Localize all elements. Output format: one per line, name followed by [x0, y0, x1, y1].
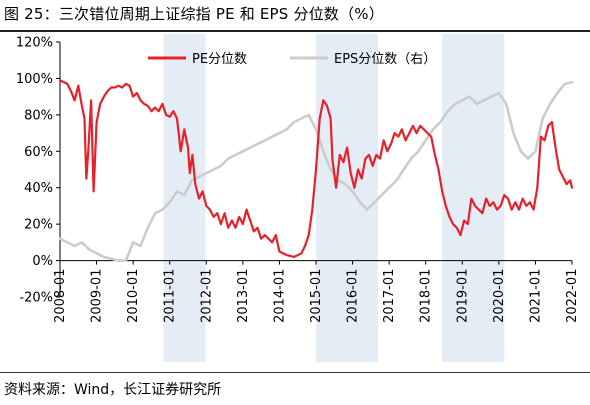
legend: PE分位数 EPS分位数（右）: [148, 52, 436, 67]
y-tick-label: 100%: [16, 72, 53, 87]
source-divider: [0, 372, 590, 373]
shaded-period: [316, 34, 379, 362]
y-tick-label: 20%: [24, 218, 53, 233]
x-tick-label: 2012-01: [199, 269, 214, 323]
x-tick-label: 2009-01: [90, 269, 105, 323]
x-tick-label: 2010-01: [126, 269, 141, 323]
eps-percentile-line: [58, 80, 574, 262]
y-tick-label: -20%: [19, 291, 53, 306]
x-tick-label: 2022-01: [565, 269, 580, 323]
y-tick-label: 120%: [16, 36, 53, 51]
chart-title: 图 25：三次错位周期上证综指 PE 和 EPS 分位数（%）: [4, 5, 384, 23]
x-tick-label: 2017-01: [382, 269, 397, 323]
legend-label: EPS分位数（右）: [334, 52, 436, 67]
source-note: 资料来源：Wind，长江证券研究所: [4, 382, 222, 398]
shaded-periods: [163, 34, 505, 362]
x-tick-label: 2014-01: [272, 269, 287, 323]
axes: -20% 0% 20% 40% 60% 80% 100% 120% 2008-01 2009-01…: [16, 36, 580, 323]
y-tick-label: 60%: [24, 145, 53, 160]
x-tick-label: 2019-01: [455, 269, 470, 323]
x-tick-label: 2015-01: [309, 269, 324, 323]
x-tick-label: 2011-01: [163, 269, 178, 323]
title-divider: [0, 30, 590, 32]
series-lines: [58, 79, 574, 262]
x-tick-label: 2016-01: [346, 269, 361, 323]
pe-percentile-line: [58, 79, 574, 258]
x-tick-label: 2013-01: [236, 269, 251, 323]
shaded-period: [442, 34, 505, 362]
y-tick-label: 40%: [24, 181, 53, 196]
x-tick-label: 2021-01: [528, 269, 543, 323]
x-tick-label: 2018-01: [419, 269, 434, 323]
legend-label: PE分位数: [192, 52, 247, 67]
x-tick-label: 2020-01: [492, 269, 507, 323]
y-tick-label: 80%: [24, 108, 53, 123]
y-tick-label: 0%: [32, 254, 53, 269]
x-tick-label: 2008-01: [53, 269, 68, 323]
